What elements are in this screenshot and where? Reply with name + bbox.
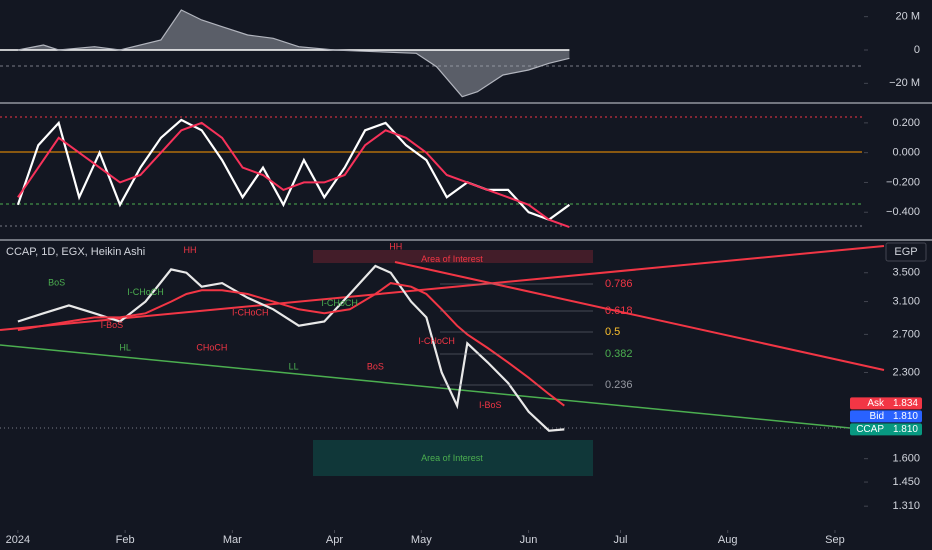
- annotation: I-BoS: [101, 320, 124, 330]
- series-line: [17, 282, 565, 407]
- annotation: I-BoS: [479, 400, 502, 410]
- y-tick-label: 2.300: [892, 366, 920, 378]
- area-of-interest: [313, 440, 593, 476]
- annotation: Area of Interest: [421, 254, 483, 264]
- y-tick-label: 1.450: [892, 476, 920, 488]
- fib-label: 0.382: [605, 348, 633, 360]
- annotation: HL: [119, 342, 131, 352]
- x-tick-label: Jun: [520, 534, 538, 546]
- series-line: [17, 9, 570, 98]
- annotation: I-CHoCH: [232, 308, 269, 318]
- trend-line: [0, 245, 885, 331]
- badge-value: 1.810: [893, 424, 918, 435]
- currency-box[interactable]: [885, 242, 927, 262]
- x-tick-label: Mar: [223, 534, 242, 546]
- y-tick-label: 3.100: [892, 295, 920, 307]
- series-line: [17, 121, 570, 229]
- area-fill: [17, 10, 570, 97]
- y-tick-label: 3.500: [892, 267, 920, 279]
- series-line: [17, 264, 565, 432]
- y-tick-label: 2.700: [892, 328, 920, 340]
- annotation: CHoCH: [196, 342, 227, 352]
- y-tick-label: 1.310: [892, 500, 920, 512]
- x-tick-label: Sep: [825, 534, 845, 546]
- currency: EGP: [894, 246, 917, 258]
- fib-label: 0.236: [605, 379, 633, 391]
- x-tick-label: Feb: [116, 534, 135, 546]
- annotation: I-CHoCH: [418, 336, 455, 346]
- annotation: I-CHoCH: [321, 298, 358, 308]
- symbol-header: CCAP, 1D, EGX, Heikin Ashi: [6, 246, 145, 258]
- fib-label: 0.5: [605, 326, 620, 338]
- annotation: HH: [183, 245, 196, 255]
- x-tick-label: Aug: [718, 534, 738, 546]
- y-tick-label: 0.200: [892, 117, 920, 129]
- annotation: HH: [389, 241, 402, 251]
- fib-label: 0.618: [605, 305, 633, 317]
- annotation: BoS: [367, 362, 384, 372]
- trend-line: [394, 261, 885, 371]
- x-tick-label: Jul: [613, 534, 627, 546]
- area-of-interest: [313, 250, 593, 263]
- badge-name: Bid: [870, 411, 884, 422]
- y-tick-label: −0.400: [886, 206, 920, 218]
- price-badge: [850, 423, 922, 436]
- badge-name: CCAP: [856, 424, 884, 435]
- annotation: I-CHoCH: [127, 287, 164, 297]
- x-tick-label: 2024: [6, 534, 30, 546]
- badge-name: Ask: [867, 398, 885, 409]
- y-tick-label: 0.000: [892, 147, 920, 159]
- price-badge: [850, 397, 922, 410]
- price-badge: [850, 410, 922, 423]
- annotation: BoS: [48, 278, 65, 288]
- trend-line: [0, 344, 851, 429]
- x-tick-label: May: [411, 534, 432, 546]
- y-tick-label: −0.200: [886, 176, 920, 188]
- y-tick-label: −20 M: [889, 77, 920, 89]
- annotation: Area of Interest: [421, 453, 483, 463]
- y-tick-label: 1.600: [892, 453, 920, 465]
- y-tick-label: 0: [914, 44, 920, 56]
- fib-label: 0.786: [605, 278, 633, 290]
- y-tick-label: 20 M: [896, 11, 920, 23]
- annotation: LL: [289, 362, 299, 372]
- badge-value: 1.834: [893, 398, 918, 409]
- badge-value: 1.810: [893, 411, 918, 422]
- x-tick-label: Apr: [326, 534, 343, 546]
